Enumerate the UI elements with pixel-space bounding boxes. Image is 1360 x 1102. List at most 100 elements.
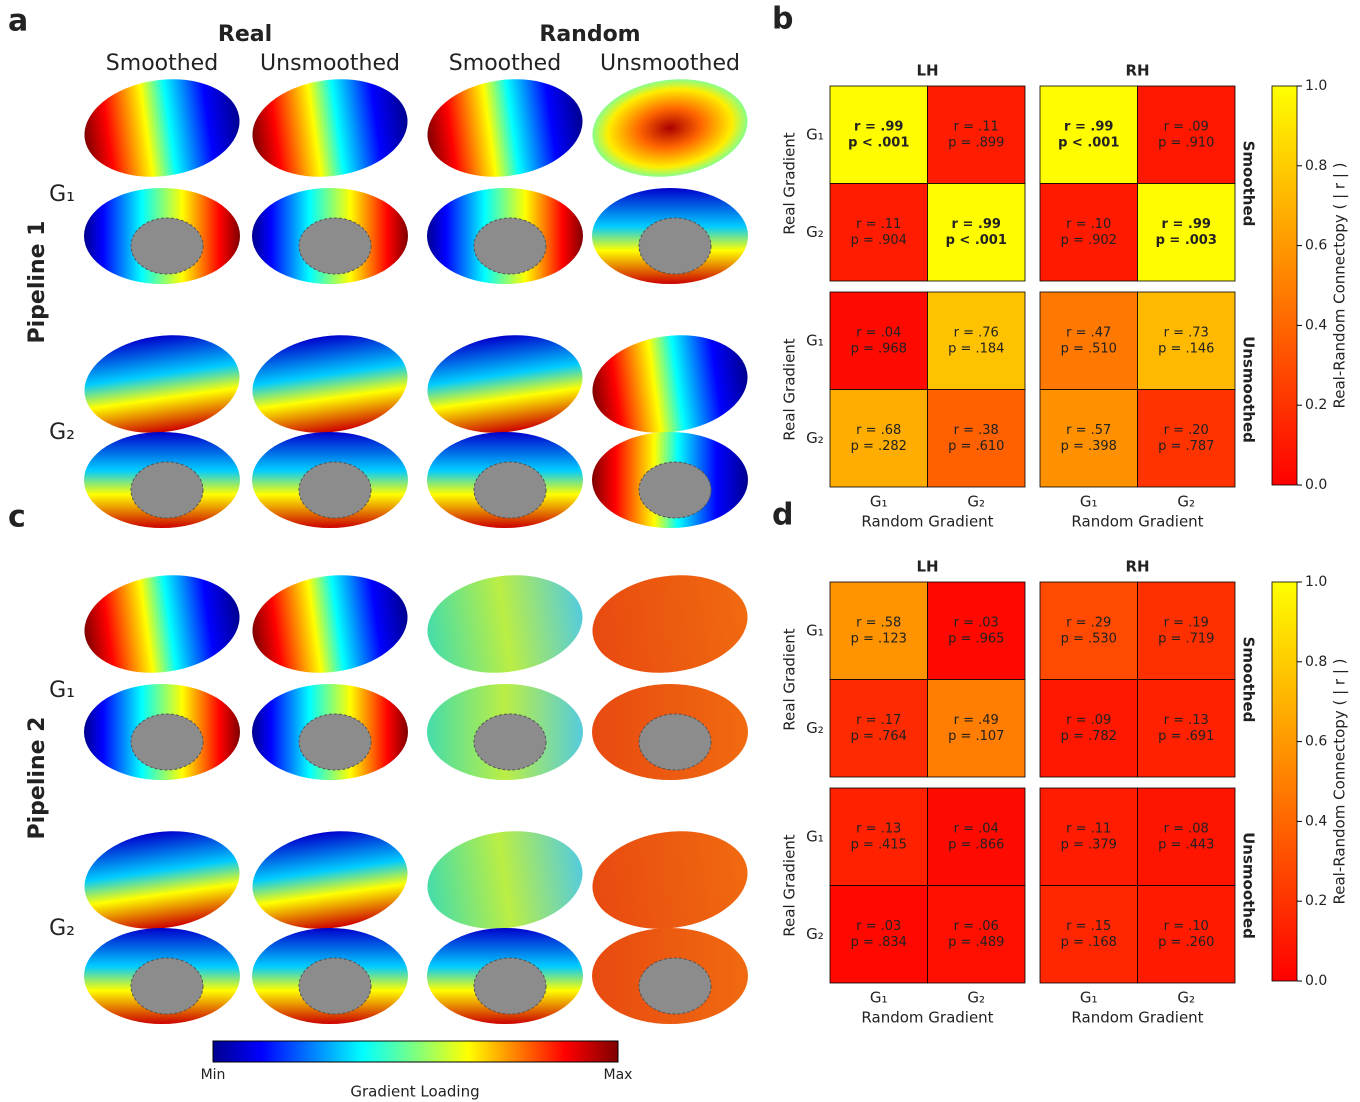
heatmap-cell: [927, 183, 1026, 282]
gradient-label: G₂: [49, 420, 75, 445]
condition-header: Unsmoothed: [600, 51, 740, 76]
medial-wall: [638, 713, 712, 771]
cell-r-label: r = .99: [854, 119, 903, 134]
panel-label: b: [772, 2, 793, 37]
heatmap-cell: [927, 787, 1026, 886]
heatmap-cell: [829, 885, 928, 984]
cell-r-label: r = .08: [1164, 821, 1209, 836]
cell-p-label: p = .184: [948, 341, 1004, 356]
row-group-label: Unsmoothed: [1240, 832, 1258, 939]
cell-r-label: r = .76: [954, 325, 999, 340]
cell-p-label: p = .764: [851, 729, 907, 744]
heatmap-cell: [1039, 885, 1138, 984]
y-tick-label: G₂: [806, 719, 824, 737]
cell-r-label: r = .17: [856, 713, 901, 728]
group-header: Random: [539, 22, 640, 47]
cell-r-label: r = .10: [1164, 919, 1209, 934]
heatmap-cell: [1137, 679, 1236, 778]
heatmap-cell: [829, 679, 928, 778]
heatmap-cell: [927, 679, 1026, 778]
cell-r-label: r = .03: [856, 919, 901, 934]
cell-p-label: p = .719: [1158, 631, 1214, 646]
cell-r-label: r = .38: [954, 423, 999, 438]
medial-wall: [298, 217, 372, 275]
cell-r-label: r = .15: [1066, 919, 1111, 934]
cell-p-label: p = .610: [948, 439, 1004, 454]
heatmap-cell: [1137, 291, 1236, 390]
brain-surface: [84, 575, 240, 673]
medial-wall: [638, 957, 712, 1015]
colorbar-label: Real-Random Connectopy ( | r | ): [1331, 658, 1349, 904]
brain-surface: [252, 79, 408, 177]
condition-header: Smoothed: [106, 51, 218, 76]
x-axis-label: Random Gradient: [861, 513, 993, 531]
cell-r-label: r = .20: [1164, 423, 1209, 438]
brain-surface: [427, 79, 583, 177]
y-tick-label: G₂: [806, 925, 824, 943]
brain-surface: [252, 335, 408, 433]
heatmap-cell: [927, 85, 1026, 184]
x-tick-label: G₁: [1080, 493, 1098, 511]
cell-p-label: p < .001: [946, 233, 1007, 248]
cell-p-label: p = .398: [1061, 439, 1117, 454]
brain-surface: [84, 79, 240, 177]
gradient-label: G₁: [49, 182, 75, 207]
medial-wall: [298, 461, 372, 519]
heatmap-cell: [1039, 85, 1138, 184]
colorbar-tick-label: 0.4: [1305, 813, 1327, 829]
medial-wall: [638, 461, 712, 519]
y-axis-label: Real Gradient: [781, 338, 799, 441]
cell-r-label: r = .99: [952, 217, 1001, 232]
medial-wall: [298, 957, 372, 1015]
brain-surface: [427, 575, 583, 673]
colorbar: [1271, 85, 1298, 486]
medial-wall: [473, 461, 547, 519]
heatmap-cell: [1137, 389, 1236, 488]
medial-wall: [130, 217, 204, 275]
cell-p-label: p = .510: [1061, 341, 1117, 356]
cell-r-label: r = .13: [856, 821, 901, 836]
x-axis-label: Random Gradient: [1071, 1009, 1203, 1027]
cell-r-label: r = .11: [1066, 821, 1111, 836]
heatmap-cell: [829, 581, 928, 680]
cell-r-label: r = .09: [1164, 119, 1209, 134]
panel-label: d: [772, 498, 793, 533]
medial-wall: [638, 217, 712, 275]
x-tick-label: G₂: [967, 989, 985, 1007]
cell-r-label: r = .10: [1066, 217, 1111, 232]
cell-p-label: p = .415: [851, 837, 907, 852]
cell-p-label: p = .834: [851, 935, 907, 950]
cell-p-label: p = .965: [948, 631, 1004, 646]
cell-p-label: p = .691: [1158, 729, 1214, 744]
cell-p-label: p = .282: [851, 439, 907, 454]
cell-r-label: r = .13: [1164, 713, 1209, 728]
panel-label: c: [8, 500, 26, 535]
x-tick-label: G₁: [870, 989, 888, 1007]
colorbar-tick-label: 0.4: [1305, 317, 1327, 333]
cell-r-label: r = .06: [954, 919, 999, 934]
colorbar-min: Min: [201, 1067, 226, 1083]
x-axis-label: Random Gradient: [861, 1009, 993, 1027]
brain-surface: [592, 335, 748, 433]
colorbar-tick-label: 0.0: [1305, 973, 1327, 989]
condition-header: Smoothed: [449, 51, 561, 76]
x-axis-label: Random Gradient: [1071, 513, 1203, 531]
cell-p-label: p = .902: [1061, 233, 1117, 248]
colorbar-max: Max: [604, 1067, 633, 1083]
brain-surface: [592, 831, 748, 929]
brain-surface: [84, 335, 240, 433]
y-tick-label: G₁: [806, 125, 824, 143]
cell-p-label: p = .904: [851, 233, 907, 248]
y-axis-label: Real Gradient: [781, 132, 799, 235]
cell-p-label: p = .379: [1061, 837, 1117, 852]
cell-p-label: p = .866: [948, 837, 1004, 852]
cell-r-label: r = .58: [856, 615, 901, 630]
cell-r-label: r = .04: [856, 325, 901, 340]
brain-surface: [592, 575, 748, 673]
gradient-label: G₁: [49, 678, 75, 703]
cell-p-label: p = .787: [1158, 439, 1214, 454]
colorbar-tick-label: 0.2: [1305, 397, 1327, 413]
colorbar-tick-label: 0.2: [1305, 893, 1327, 909]
